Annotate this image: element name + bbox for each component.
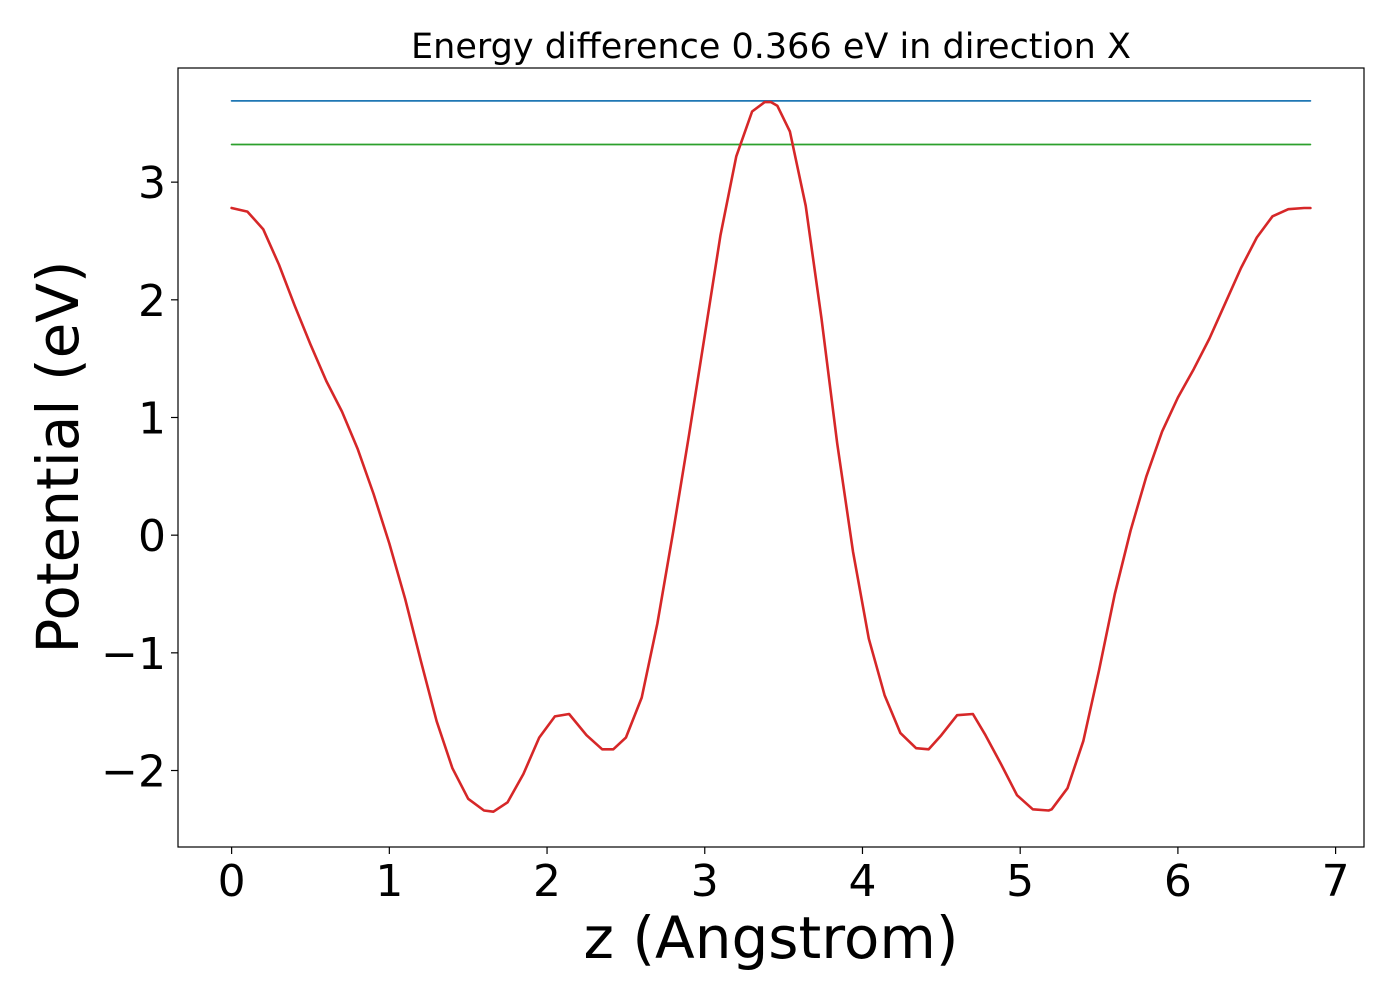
y-axis: −2 −1 0 1 2 3 <box>101 158 178 798</box>
x-tick-label: 2 <box>533 856 561 907</box>
x-tick-label: 4 <box>848 856 876 907</box>
series-line-3 <box>230 100 1312 814</box>
x-axis-title: z (Angstrom) <box>584 904 959 972</box>
y-tick-label: 2 <box>138 276 166 327</box>
x-tick-label: 5 <box>1006 856 1034 907</box>
y-tick-label: 1 <box>138 393 166 444</box>
series-layer <box>230 100 1312 814</box>
y-tick-label: −1 <box>101 629 166 680</box>
y-tick-label: −2 <box>101 747 166 798</box>
x-tick-label: 3 <box>691 856 719 907</box>
x-tick-label: 1 <box>375 856 403 907</box>
x-tick-label: 7 <box>1322 856 1350 907</box>
y-axis-title: Potential (eV) <box>24 260 92 653</box>
x-tick-label: 6 <box>1164 856 1192 907</box>
y-tick-label: 0 <box>138 511 166 562</box>
plot-frame <box>177 67 1365 848</box>
x-tick-label: 0 <box>218 856 246 907</box>
x-axis: 0 1 2 3 4 5 6 7 <box>218 847 1350 907</box>
chart-title: Energy difference 0.366 eV in direction … <box>411 27 1131 67</box>
y-tick-label: 3 <box>138 158 166 209</box>
